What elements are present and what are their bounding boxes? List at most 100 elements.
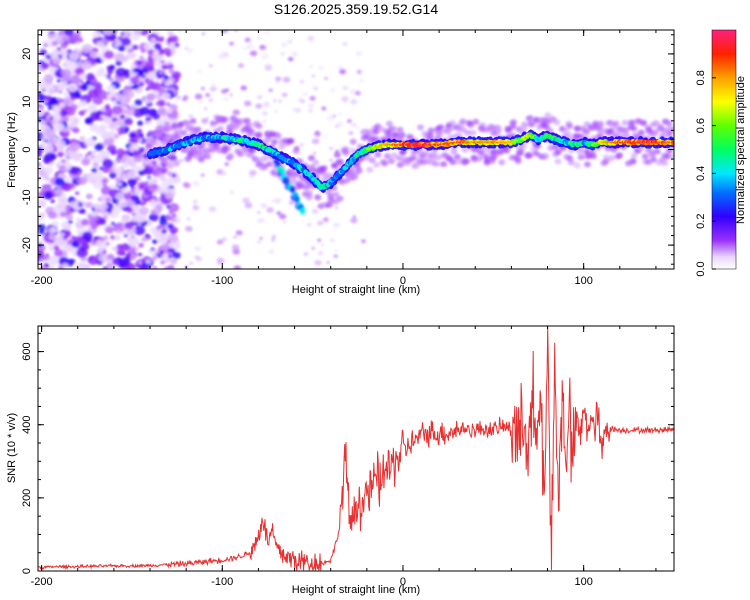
heatmap-cell [54, 177, 65, 186]
heatmap-cell [271, 199, 275, 202]
heatmap-cell [255, 131, 263, 138]
heatmap-cell [152, 191, 157, 196]
heatmap-cell [313, 86, 319, 91]
heatmap-cell [173, 159, 181, 166]
heatmap-cell [145, 87, 150, 91]
heatmap-cell [208, 64, 213, 68]
heatmap-cell [385, 120, 393, 127]
heatmap-cell [517, 148, 525, 155]
heatmap-cell [91, 167, 98, 173]
heatmap-cell [199, 100, 203, 103]
heatmap-cell [47, 211, 57, 219]
heatmap-cell [630, 125, 638, 132]
heatmap-cell [69, 166, 79, 175]
heatmap-cell [50, 199, 56, 204]
heatmap-cell [42, 191, 53, 200]
heatmap-cell [292, 108, 298, 112]
heatmap-cell [76, 217, 82, 222]
heatmap-cell [349, 138, 357, 145]
heatmap-cell [342, 41, 348, 46]
heatmap-cell [129, 255, 136, 261]
heatmap-cell [526, 114, 534, 121]
heatmap-cell [268, 88, 273, 92]
heatmap-cell [192, 180, 200, 187]
snr-ticks: -200 -100 0 100 0 200 400 600 [21, 326, 674, 588]
heatmap-cell [98, 166, 104, 171]
heatmap-cell [173, 98, 179, 102]
heatmap-cell [58, 89, 63, 94]
heatmap-cell [53, 245, 60, 251]
heatmap-cell [110, 123, 115, 128]
heatmap-cell [244, 202, 253, 209]
heatmap-cell [297, 97, 304, 103]
heatmap-cell [122, 162, 130, 168]
heatmap-cell [152, 178, 158, 184]
heatmap-cell [94, 143, 104, 152]
heatmap-cell [244, 37, 251, 43]
heatmap-cell [168, 68, 175, 74]
heatmap-cell [257, 211, 261, 214]
heatmap-cell [332, 114, 336, 118]
heatmap-cell [165, 107, 174, 114]
heatmap-cell [186, 47, 194, 53]
heatmap-cell [261, 53, 269, 60]
heatmap-cell [94, 153, 104, 161]
heatmap-cell [265, 63, 272, 69]
heatmap-cells [38, 30, 674, 269]
heatmap-cell [49, 116, 54, 121]
heatmap-cell [39, 123, 47, 131]
heatmap-cell [398, 149, 406, 156]
heatmap-cell [156, 99, 166, 107]
heatmap-cell [274, 110, 278, 113]
heatmap-cell [39, 49, 48, 56]
heatmap-cell [255, 123, 263, 130]
heatmap-cell [87, 255, 99, 265]
heatmap-cell [232, 248, 240, 255]
heatmap-cell [138, 183, 146, 189]
heatmap-cell [132, 150, 140, 157]
heatmap-blobs [38, 30, 674, 269]
snr-y-tick-label: 400 [21, 416, 33, 434]
heatmap-cell [307, 103, 315, 109]
heatmap-cell [160, 60, 165, 64]
heatmap-cell [151, 256, 157, 261]
heatmap-cell [157, 209, 162, 213]
heatmap-cell [422, 150, 430, 157]
heatmap-cell [430, 151, 438, 158]
heatmap-cell [629, 157, 637, 164]
heatmap-cell [87, 151, 92, 155]
heatmap-cell [257, 36, 261, 40]
heatmap-cell [117, 182, 123, 187]
heatmap-cell [68, 116, 80, 125]
heatmap-cell [171, 173, 177, 178]
heatmap-cell [597, 126, 605, 133]
heatmap-cell [153, 43, 162, 50]
colorbar-label: Normalized spectral amplitude [735, 76, 747, 224]
heatmap-cell [98, 218, 107, 225]
heatmap-cell [278, 213, 287, 220]
heatmap-cell [84, 117, 94, 125]
heatmap-cell [102, 30, 114, 36]
heatmap-cell [122, 89, 135, 99]
heatmap-cell [665, 120, 673, 127]
heatmap-cell [65, 61, 77, 71]
heatmap-cell [330, 88, 336, 93]
heatmap-cell [249, 50, 258, 57]
heatmap-cell [130, 76, 140, 84]
heatmap-cell [62, 35, 70, 42]
heatmap-cell [75, 191, 80, 196]
heatmap-cell [136, 60, 143, 66]
heatmap-cell [276, 211, 282, 216]
heatmap-cell [249, 169, 257, 176]
colorbar-tick-label: 0.4 [695, 166, 707, 181]
heatmap-cell [509, 119, 517, 126]
heatmap-cell [429, 155, 437, 162]
heatmap-cell [167, 223, 174, 229]
heatmap-cell [229, 93, 233, 97]
heatmap-cell [112, 52, 118, 57]
colorbar-gradient [711, 29, 737, 270]
heatmap-cell [160, 260, 166, 265]
heatmap-cell [154, 79, 160, 84]
heatmap-cell [43, 262, 49, 268]
